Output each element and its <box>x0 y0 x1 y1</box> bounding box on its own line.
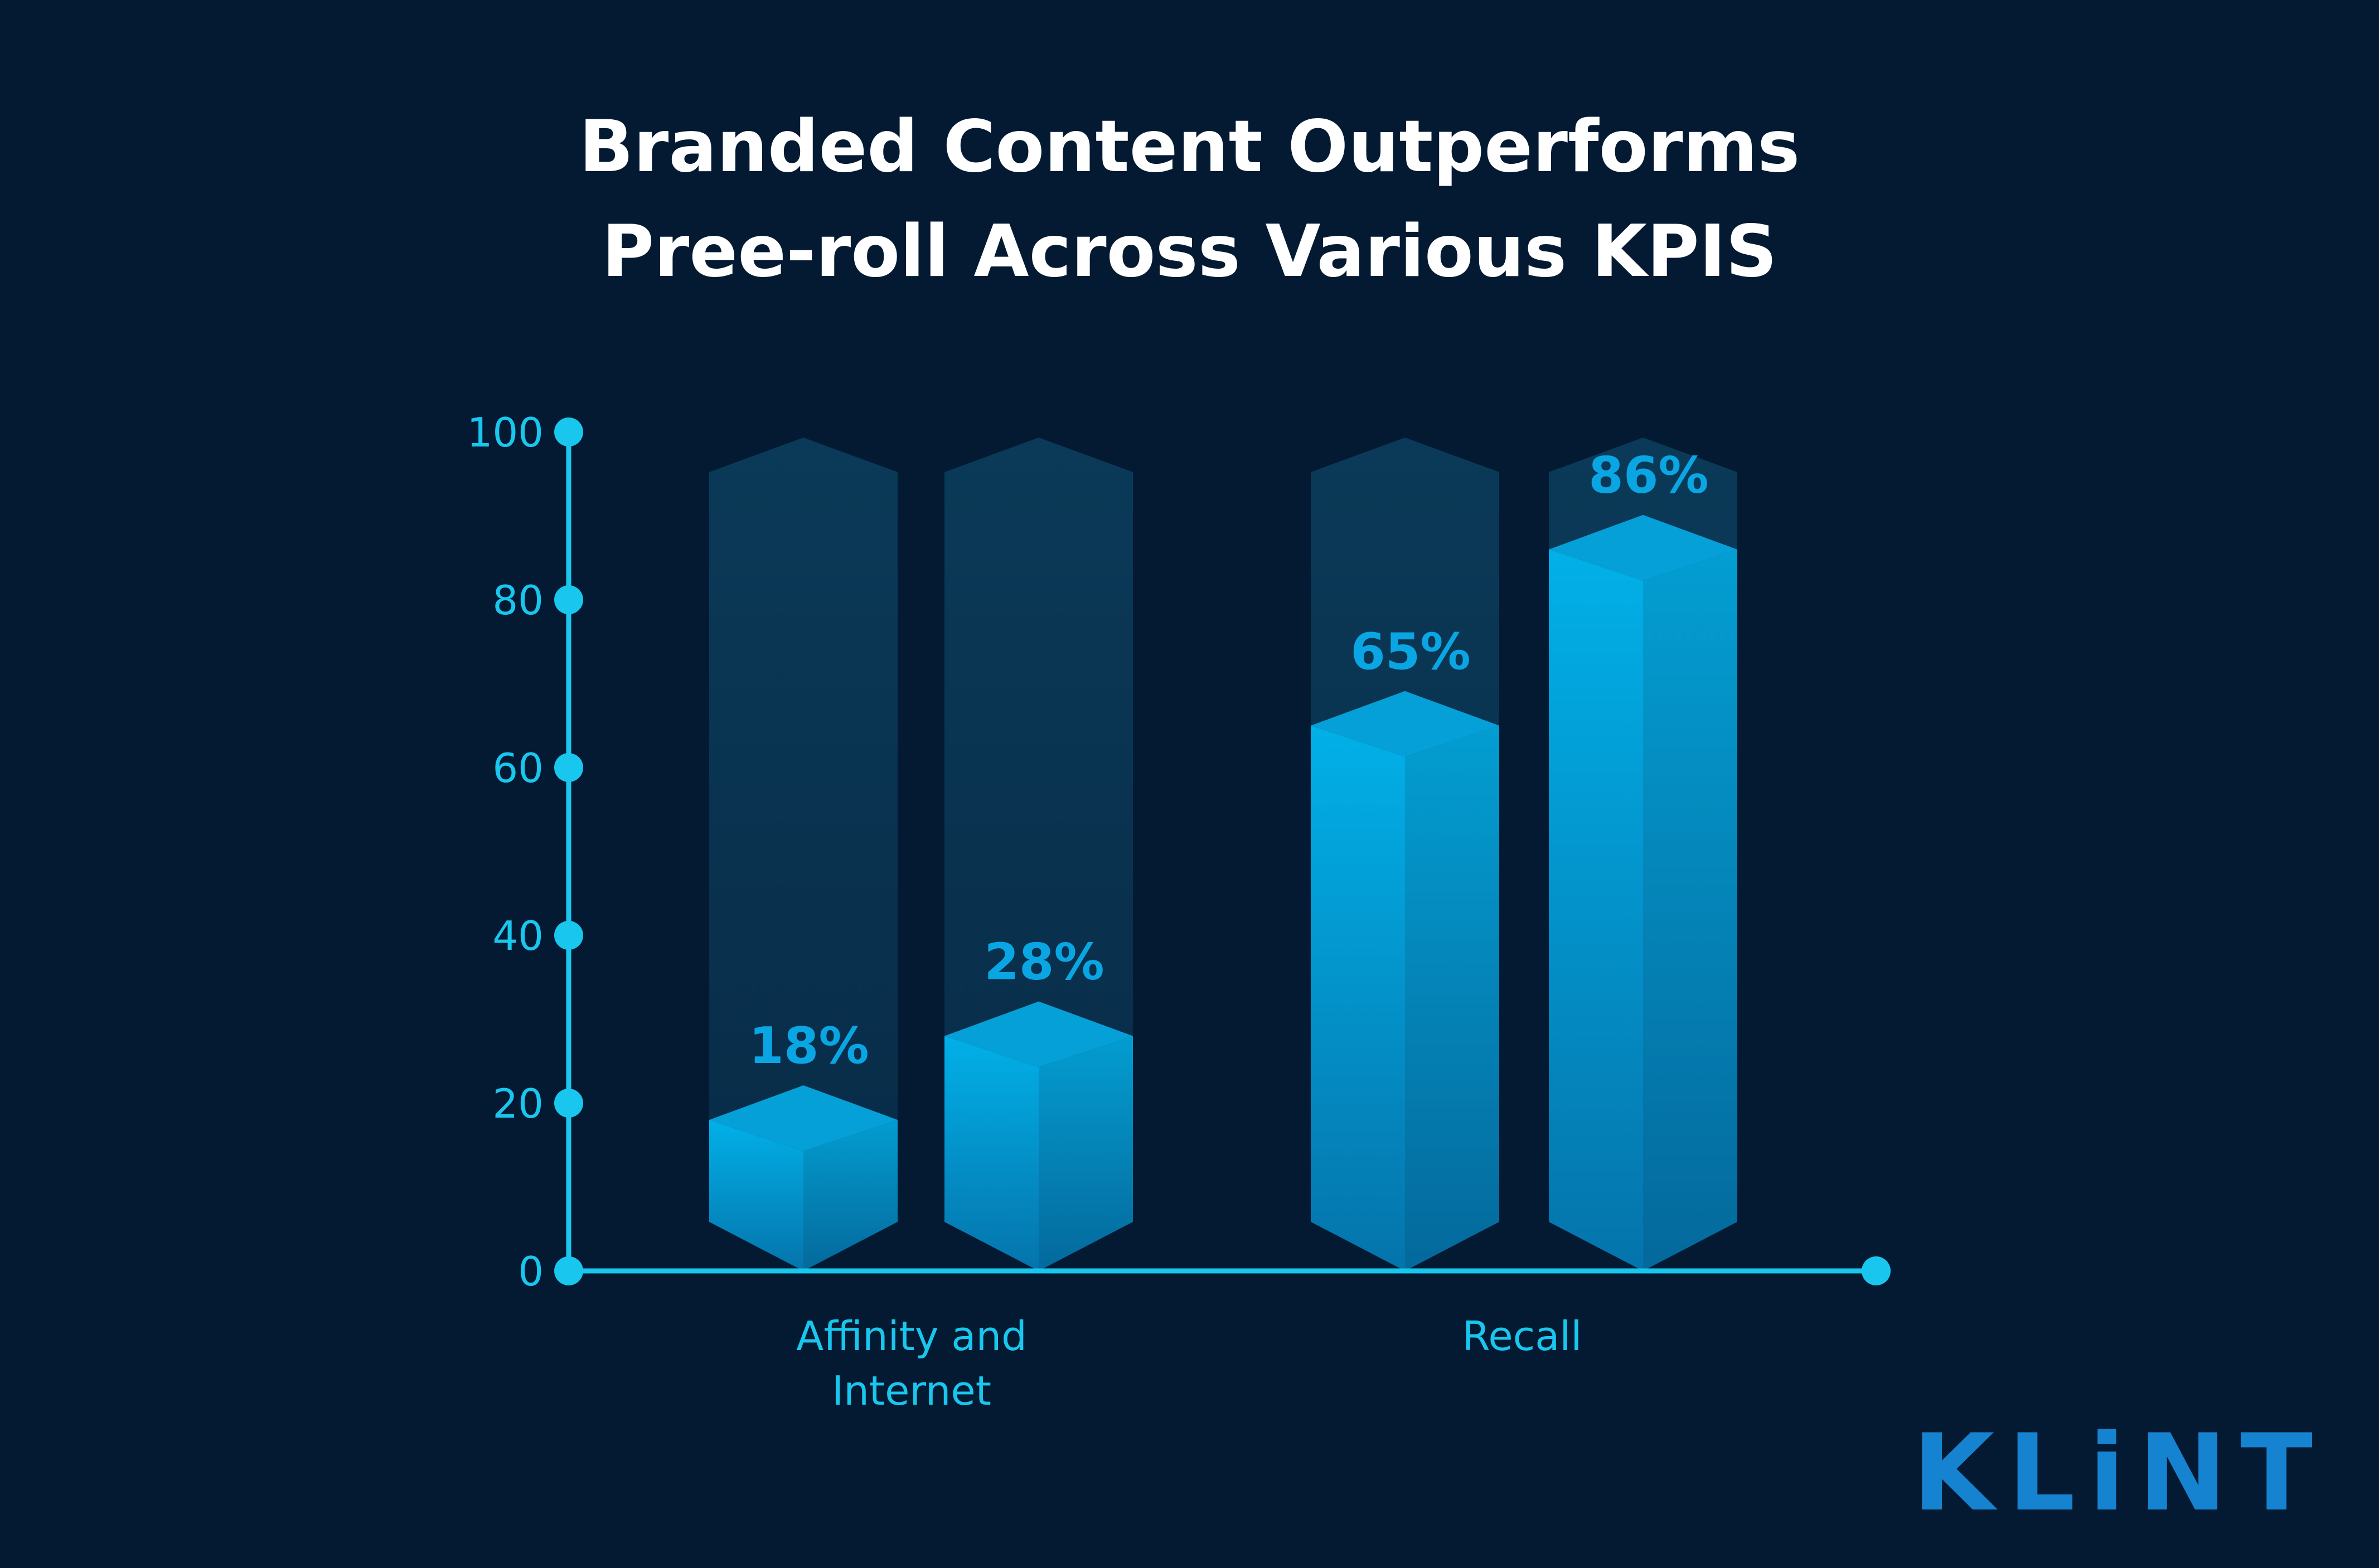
bar-value-label: 28% <box>984 933 1104 992</box>
bar-background <box>709 438 898 1271</box>
bar-value-label: 18% <box>749 1017 869 1075</box>
chart-title-line-2: Pree-roll Across Various KPIS <box>602 210 1777 293</box>
chart-title-line-1: Branded Content Outperforms <box>579 105 1800 188</box>
bar <box>1549 514 1737 1271</box>
bar-top-face <box>1311 691 1499 757</box>
bar-top-face <box>1549 514 1737 581</box>
x-category-label: Recall <box>1462 1313 1582 1360</box>
y-tick-label: 100 <box>467 409 544 456</box>
bar-face-left <box>1311 725 1405 1271</box>
bar-top-face <box>709 1085 898 1151</box>
bar-face-right <box>1039 1036 1133 1271</box>
y-tick-label: 40 <box>492 912 544 959</box>
x-axis-end-dot <box>1862 1256 1891 1285</box>
bars <box>709 514 1737 1271</box>
y-axis-ticks: 0 20 40 60 80 100 <box>467 409 583 1295</box>
bar <box>709 1085 898 1271</box>
bar-top-face <box>944 1001 1133 1067</box>
y-tick-dot <box>554 1089 583 1118</box>
y-tick-dot <box>554 585 583 614</box>
bar-face-right <box>1405 725 1499 1271</box>
y-tick-dot <box>554 753 583 782</box>
axes <box>566 432 1891 1285</box>
bar-face-left <box>944 1036 1039 1271</box>
y-tick-label: 60 <box>492 745 544 792</box>
bar-face-left <box>709 1120 803 1271</box>
bar-value-label: 65% <box>1350 623 1470 681</box>
chart-title: Branded Content Outperforms Pree-roll Ac… <box>0 95 2379 304</box>
bar <box>944 1001 1133 1271</box>
bar <box>1311 691 1499 1271</box>
x-category-label: Affinity and Internet <box>796 1313 1027 1414</box>
y-tick-label: 20 <box>492 1080 544 1127</box>
bar-face-left <box>1549 549 1643 1271</box>
value-labels: 18% 28% 65% 86% <box>749 446 1708 1075</box>
bar-face-right <box>1643 549 1737 1271</box>
y-tick-label: 80 <box>492 577 544 624</box>
y-tick-dot <box>554 1256 583 1285</box>
bar-face-right <box>803 1120 898 1271</box>
y-tick-dot <box>554 921 583 950</box>
klint-logo: KLiNT <box>1912 1411 2326 1535</box>
y-tick-label: 0 <box>518 1248 544 1295</box>
bar-value-label: 86% <box>1588 446 1708 505</box>
y-tick-dot <box>554 418 583 446</box>
x-axis-categories: Affinity and Internet Recall <box>796 1313 1582 1414</box>
